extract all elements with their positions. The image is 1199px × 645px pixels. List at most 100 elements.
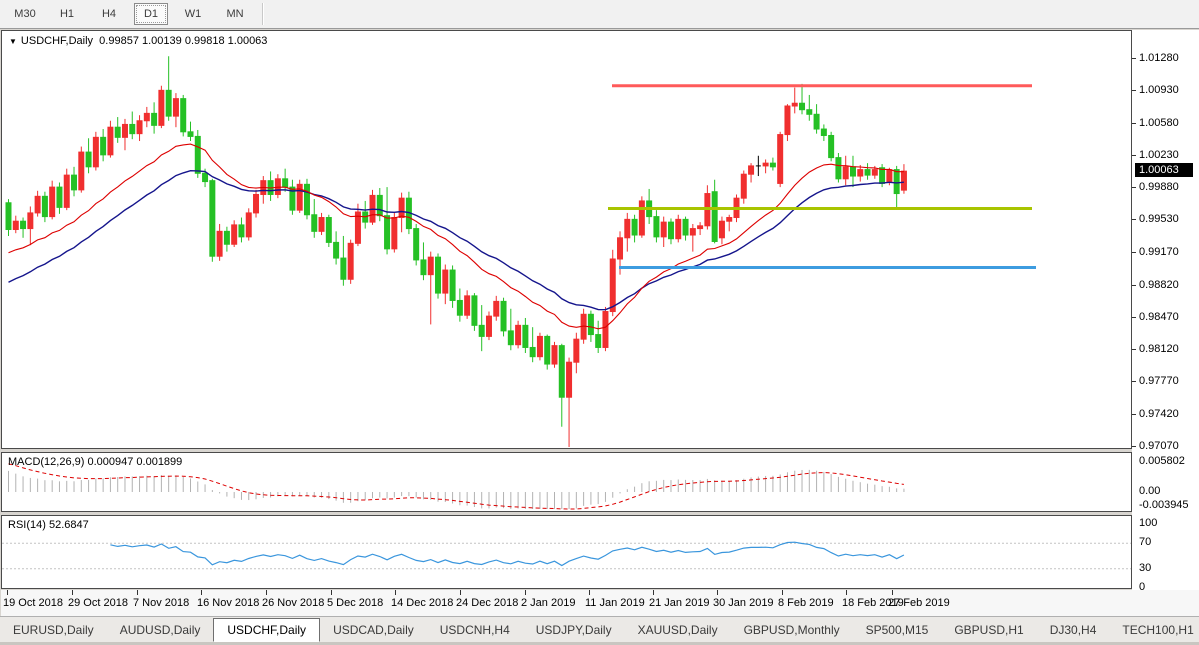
timeframe-button-h1[interactable]: H1 — [59, 8, 75, 20]
symbol-tab-usdjpy[interactable]: USDJPY,Daily — [535, 623, 612, 637]
time-axis-tick — [717, 590, 718, 595]
macd-panel[interactable]: MACD(12,26,9) 0.000947 0.001899 — [1, 452, 1132, 512]
macd-label: MACD(12,26,9) 0.000947 0.001899 — [8, 456, 183, 468]
timeframe-button-d1[interactable]: D1 — [134, 3, 168, 25]
timeframe-button-m30[interactable]: M30 — [14, 8, 36, 20]
symbol-tab-dj30[interactable]: DJ30,H4 — [1049, 623, 1097, 637]
time-axis-label: 11 Jan 2019 — [585, 597, 645, 609]
price-axis-label: 0.99880 — [1139, 181, 1179, 194]
price-chart-panel[interactable]: ▼ USDCHF,Daily 0.99857 1.00139 0.99818 1.… — [1, 30, 1132, 449]
rsi-axis-label: 100 — [1139, 517, 1158, 529]
time-axis-tick — [266, 590, 267, 595]
time-axis-tick — [331, 590, 332, 595]
price-axis-tick — [1132, 413, 1136, 415]
ma-slow-line[interactable] — [8, 169, 904, 311]
rsi-axis-label: 0 — [1139, 581, 1146, 593]
macd-plot — [8, 463, 905, 510]
price-axis-tick — [1132, 187, 1136, 189]
symbol-tab-gbpusd[interactable]: GBPUSD,H1 — [954, 623, 1024, 637]
candlestick-chart[interactable] — [2, 31, 1131, 448]
time-axis-label: 16 Nov 2018 — [197, 597, 260, 609]
symbol-tab-gbpusd[interactable]: GBPUSD,Monthly — [743, 623, 840, 637]
time-axis-tick — [589, 590, 590, 595]
price-axis-tick — [1132, 349, 1136, 351]
price-axis-label: 1.01280 — [1139, 52, 1179, 64]
ohlc-open: 0.99857 — [99, 35, 139, 47]
symbol-tab-xauusd[interactable]: XAUUSD,Daily — [637, 623, 718, 637]
timeframe-button-h4[interactable]: H4 — [101, 8, 117, 20]
price-axis-label: 1.00930 — [1139, 84, 1179, 97]
rsi-label: RSI(14) 52.6847 — [8, 519, 89, 531]
time-axis-label: 24 Dec 2018 — [456, 597, 519, 609]
price-axis-label: 0.97070 — [1139, 439, 1179, 452]
time-axis-label: 21 Jan 2019 — [649, 597, 710, 609]
chart-title: ▼ USDCHF,Daily 0.99857 1.00139 0.99818 1.… — [9, 35, 267, 47]
time-axis-label: 14 Dec 2018 — [391, 597, 454, 609]
rsi-panel[interactable]: RSI(14) 52.6847 — [1, 515, 1132, 589]
symbol-tab-usdchf[interactable]: USDCHF,Daily — [213, 618, 321, 642]
time-axis: 19 Oct 2018 29 Oct 2018 7 Nov 2018 16 Nov 2… — [1, 590, 1199, 616]
macd-axis-label: 0.005802 — [1139, 454, 1185, 467]
symbol-tab-tech100[interactable]: TECH100,H1 — [1122, 623, 1194, 637]
symbol-dropdown-icon[interactable]: ▼ — [9, 37, 17, 46]
ma-fast-line[interactable] — [8, 143, 904, 330]
timeframe-toolbar: M30 H1 H4 D1 W1 MN — [0, 0, 1199, 29]
time-axis-tick — [72, 590, 73, 595]
macd-histogram — [8, 469, 905, 509]
rsi-plot — [2, 541, 1131, 570]
price-axis-tick — [1132, 154, 1136, 156]
price-axis: 1.01280 1.00930 1.00580 1.00230 0.99880 0.995… — [1132, 30, 1199, 593]
time-axis-tick — [460, 590, 461, 595]
time-axis-tick — [846, 590, 847, 595]
timeframe-button-mn[interactable]: MN — [226, 8, 244, 20]
price-axis-label: 0.99170 — [1139, 246, 1179, 259]
price-axis-tick — [1132, 219, 1136, 221]
price-axis-label: 1.00580 — [1139, 116, 1179, 129]
rsi-axis-label: 70 — [1139, 536, 1152, 549]
current-price-badge: 1.00063 — [1135, 163, 1193, 178]
time-axis-label: 26 Nov 2018 — [262, 597, 325, 609]
symbol-tab-usdcnh[interactable]: USDCNH,H4 — [439, 623, 510, 637]
price-axis-label: 0.98820 — [1139, 278, 1179, 291]
price-axis-tick — [1132, 90, 1136, 92]
price-axis-label: 1.00230 — [1139, 148, 1179, 161]
time-axis-label: 29 Oct 2018 — [68, 597, 128, 609]
symbol-tab-bar: EURUSD,Daily AUDUSD,Daily USDCHF,Daily USDC… — [0, 616, 1199, 642]
macd-signal-line — [8, 463, 904, 510]
price-axis-tick — [1132, 381, 1136, 383]
time-axis-label: 8 Feb 2019 — [778, 597, 834, 609]
ohlc-close: 1.00063 — [227, 35, 268, 47]
time-axis-tick — [653, 590, 654, 595]
time-axis-label: 19 Oct 2018 — [3, 597, 63, 609]
symbol-tab-usdcad[interactable]: USDCAD,Daily — [333, 623, 414, 637]
rsi-line — [110, 541, 905, 567]
time-axis-label: 7 Nov 2018 — [133, 597, 190, 609]
price-axis-tick — [1132, 252, 1136, 254]
price-axis-label: 0.99530 — [1139, 213, 1179, 226]
symbol-tab-eurusd[interactable]: EURUSD,Daily — [13, 623, 94, 637]
price-axis-tick — [1132, 316, 1136, 318]
ohlc-low: 0.99818 — [184, 35, 225, 47]
price-axis-label: 0.98470 — [1139, 310, 1179, 323]
price-axis-tick — [1132, 58, 1136, 59]
symbol-tab-audusd[interactable]: AUDUSD,Daily — [119, 623, 201, 637]
price-axis-label: 0.97770 — [1139, 375, 1179, 388]
time-axis-tick — [137, 590, 138, 595]
symbol-tab-sp500[interactable]: SP500,M15 — [865, 623, 929, 637]
price-axis-tick — [1132, 122, 1136, 124]
ohlc-high: 1.00139 — [142, 35, 182, 47]
macd-axis-label: 0.00 — [1139, 485, 1161, 497]
time-axis-label: 30 Jan 2019 — [713, 597, 774, 609]
price-axis-tick — [1132, 284, 1136, 286]
candlestick-series — [5, 56, 907, 447]
price-axis-label: 0.98120 — [1139, 343, 1179, 356]
price-axis-label: 0.97420 — [1139, 407, 1179, 420]
time-axis-label: 18 Feb 2019 — [842, 597, 904, 609]
window-bottom-edge — [0, 642, 1199, 645]
time-axis-tick — [782, 590, 783, 595]
symbol-label: USDCHF,Daily — [20, 35, 94, 47]
time-axis-label: 5 Dec 2018 — [327, 597, 384, 609]
toolbar-separator — [262, 3, 264, 25]
timeframe-button-w1[interactable]: W1 — [184, 8, 202, 20]
